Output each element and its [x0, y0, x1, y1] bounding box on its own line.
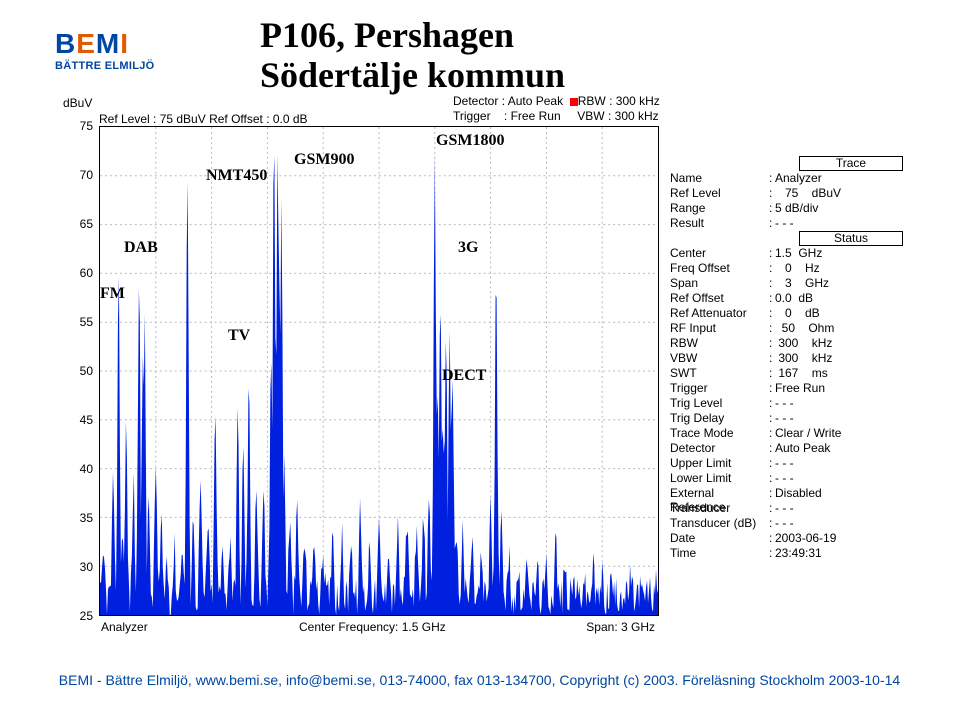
trace-row: Result:- - -: [669, 216, 903, 231]
status-row: Trig Delay:- - -: [669, 411, 903, 426]
y-axis-unit-label: dBuV: [63, 96, 92, 110]
status-row: Trig Level:- - -: [669, 396, 903, 411]
page-title-line2: Södertälje kommun: [260, 54, 565, 96]
bottom-center-label: Center Frequency: 1.5 GHz: [299, 620, 446, 634]
annotation-dab: DAB: [124, 239, 158, 257]
status-row: Trace Mode:Clear / Write: [669, 426, 903, 441]
y-tick-label: 70: [80, 168, 93, 182]
status-row: Transducer (dB):- - -: [669, 516, 903, 531]
trace-row: Range:5 dB/div: [669, 201, 903, 216]
status-row: Lower Limit:- - -: [669, 471, 903, 486]
bottom-left-label: Analyzer: [101, 620, 148, 634]
footer-text: BEMI - Bättre Elmiljö, www.bemi.se, info…: [0, 672, 959, 688]
y-tick-label: 35: [80, 511, 93, 525]
trace-row: Name:Analyzer: [669, 171, 903, 186]
status-row: Detector:Auto Peak: [669, 441, 903, 456]
status-section-header: Status: [799, 231, 903, 246]
y-tick-label: 55: [80, 315, 93, 329]
annotation-nmt450: NMT450: [206, 167, 267, 185]
status-row: Ref Attenuator: 0 dB: [669, 306, 903, 321]
trigger-row: Trigger : Free Run VBW : 300 kHz: [453, 109, 660, 124]
logo-text: BEMI: [55, 28, 155, 60]
logo-subtitle: BÄTTRE ELMILJÖ: [55, 60, 155, 72]
y-tick-label: 45: [80, 413, 93, 427]
status-row: External Reference:Disabled: [669, 486, 903, 501]
y-tick-label: 65: [80, 217, 93, 231]
status-row: Upper Limit:- - -: [669, 456, 903, 471]
y-tick-label: 60: [80, 266, 93, 280]
status-row: Trigger:Free Run: [669, 381, 903, 396]
status-row: RF Input: 50 Ohm: [669, 321, 903, 336]
y-tick-label: 40: [80, 462, 93, 476]
side-panel: Trace Name:AnalyzerRef Level: 75 dBuVRan…: [669, 156, 903, 561]
bottom-right-label: Span: 3 GHz: [586, 620, 655, 634]
status-row: Span: 3 GHz: [669, 276, 903, 291]
y-tick-label: 50: [80, 364, 93, 378]
status-row: Center:1.5 GHz: [669, 246, 903, 261]
plot-area: NMT450 GSM900 GSM1800 DAB FM TV 3G DECT: [99, 126, 659, 616]
status-row: SWT: 167 ms: [669, 366, 903, 381]
page-title-line1: P106, Pershagen: [260, 14, 514, 56]
logo: BEMI BÄTTRE ELMILJÖ: [55, 28, 155, 72]
y-tick-label: 30: [80, 560, 93, 574]
status-row: Date:2003-06-19: [669, 531, 903, 546]
status-row: VBW: 300 kHz: [669, 351, 903, 366]
status-row: Ref Offset:0.0 dB: [669, 291, 903, 306]
detector-row: Detector : Auto Peak RBW : 300 kHz: [453, 94, 660, 109]
annotation-dect: DECT: [442, 367, 486, 385]
annotation-fm: FM: [100, 285, 125, 303]
y-tick-label: 75: [80, 119, 93, 133]
status-row: Freq Offset: 0 Hz: [669, 261, 903, 276]
trace-row: Ref Level: 75 dBuV: [669, 186, 903, 201]
status-row: Time:23:49:31: [669, 546, 903, 561]
chart-container: dBuV Ref Level : 75 dBuV Ref Offset : 0.…: [55, 100, 905, 630]
rbw-marker-icon: [570, 98, 578, 106]
ref-level-text: Ref Level : 75 dBuV Ref Offset : 0.0 dB: [99, 112, 308, 126]
spectrum-chart: [100, 127, 658, 615]
trace-section-header: Trace: [799, 156, 903, 171]
y-tick-label: 25: [80, 609, 93, 623]
annotation-threeg: 3G: [458, 239, 478, 257]
annotation-gsm900: GSM900: [294, 151, 354, 169]
status-row: Transducer:- - -: [669, 501, 903, 516]
annotation-tv: TV: [228, 327, 250, 345]
status-row: RBW: 300 kHz: [669, 336, 903, 351]
annotation-gsm1800: GSM1800: [436, 132, 504, 150]
